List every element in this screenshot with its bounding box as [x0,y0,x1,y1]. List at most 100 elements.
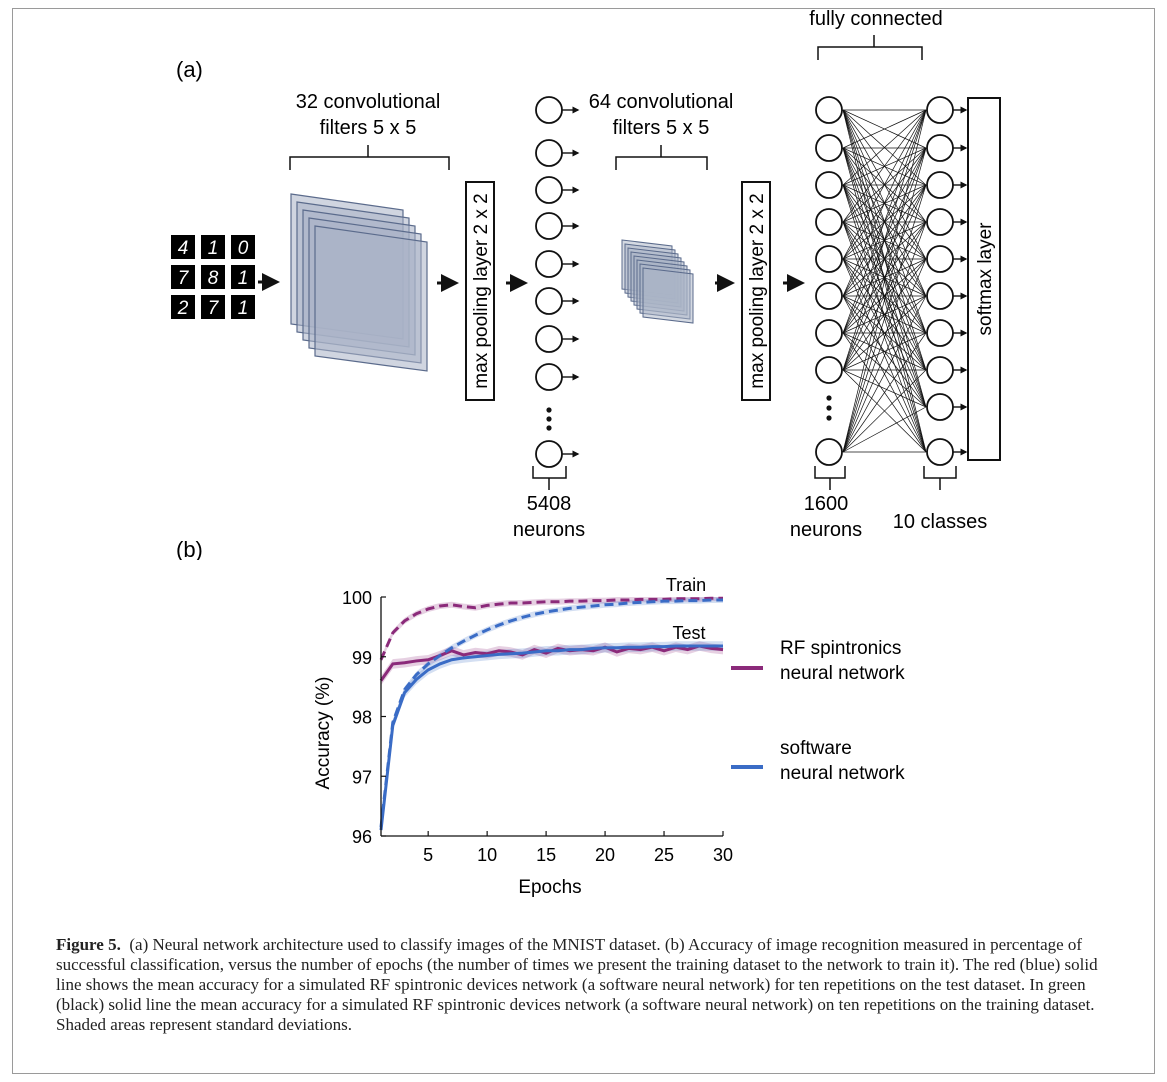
ellipsis-dot [546,407,552,413]
conv2-label-line2: filters 5 x 5 [613,117,710,139]
mnist-digit: 1 [208,238,219,259]
figure-number: Figure 5. [56,935,121,954]
legend-software-line2: neural network [780,763,905,784]
conv1-filter-plane [314,225,428,372]
mnist-digit-tile [201,235,225,259]
neuron [815,208,843,236]
fc-edge [842,147,927,453]
neuron [815,356,843,384]
fc-edge [842,109,927,453]
fc-label: fully connected [809,8,942,30]
fc-edge [842,147,927,371]
fc-edge [842,221,927,453]
conv2-filter-stack [621,239,694,324]
output-neurons [926,96,968,466]
mnist-digit: 2 [177,298,189,319]
layer1-count: 5408 [527,493,572,515]
legend-rf-line1: RF spintronics [780,638,901,659]
ellipsis-dot [826,405,832,411]
fc-bracket [817,35,923,60]
neuron [815,245,843,273]
conv1-bracket [289,145,450,170]
accuracy-chart: 5 10 15 20 25 30 96 97 98 99 100 Train Test Epochs… [313,575,905,898]
fc-edge [842,109,927,186]
fc-edge [842,221,927,371]
output-neuron [926,393,954,421]
std-band [381,641,723,686]
x-tick-label: 20 [595,845,615,865]
x-axis-label: Epochs [518,877,581,898]
mnist-digit-tile [201,295,225,319]
fully-connected-edges [842,109,927,453]
mnist-digit: 7 [208,298,220,319]
mnist-digit-tile [171,265,195,289]
fc-edge [842,332,927,453]
layer2-unit: neurons [790,519,862,541]
output-neuron [926,438,954,466]
mnist-digit-tile [171,295,195,319]
layer1-unit: neurons [513,519,585,541]
mnist-digit: 8 [208,268,219,289]
series-line [379,596,723,661]
fc-edge [842,109,927,334]
figure-frame [12,8,1155,1074]
ellipsis-dot [826,395,832,401]
neuron [535,176,563,204]
fc-edge [842,295,927,453]
fc-edge [842,295,927,371]
neuron [535,96,563,124]
y-tick-label: 100 [342,588,372,608]
chart-series [379,596,724,831]
y-tick-label: 99 [352,648,372,668]
pool2-box [741,181,771,401]
conv2-filter-plane [642,267,694,324]
softmax-box [967,97,1001,461]
fc-edge [842,258,927,371]
neuron [535,440,563,468]
mnist-digit-tile [231,265,255,289]
figure-caption: Figure 5. (a) Neural network architectur… [56,935,1126,1035]
mnist-digit-grid: 4 1 07 8 12 7 1 [171,235,255,319]
y-tick-label: 98 [352,708,372,728]
y-axis-label: Accuracy (%) [313,677,334,790]
x-tick-label: 10 [477,845,497,865]
ellipsis-dot [546,416,552,422]
neuron [535,287,563,315]
fc-edge [842,109,927,223]
fc-edge [842,109,927,371]
pool1-box [465,181,495,401]
output-neuron [926,356,954,384]
mnist-digit: 4 [178,238,189,259]
std-bands [381,597,723,835]
mnist-digit-tile [231,295,255,319]
neuron [815,171,843,199]
output-neuron [926,96,954,124]
panel-b-label: (b) [176,537,203,560]
softmax-label: softmax layer [975,222,996,336]
output-neuron [926,134,954,162]
fc-edge [842,184,927,371]
neuron [815,438,843,466]
output-neuron [926,171,954,199]
fc-edge [842,109,927,149]
conv1-label-line2: filters 5 x 5 [320,117,417,139]
neuron [815,319,843,347]
fc-edge [842,109,927,297]
conv2-bracket [615,145,708,170]
output-neuron [926,245,954,273]
neuron [535,212,563,240]
fc-edge [842,369,927,453]
neuron [815,282,843,310]
legend-software-line1: software [780,738,852,759]
fc-edge [842,406,927,453]
mnist-digit-tile [201,265,225,289]
layer1-neurons [535,96,580,468]
annotation-test: Test [672,623,705,643]
conv1-label-line1: 32 convolutional [296,91,441,113]
pool2-label: max pooling layer 2 x 2 [747,193,768,388]
x-tick-label: 15 [536,845,556,865]
output-neuron [926,319,954,347]
x-tick-label: 25 [654,845,674,865]
classes-bracket [923,466,957,490]
neuron [535,250,563,278]
